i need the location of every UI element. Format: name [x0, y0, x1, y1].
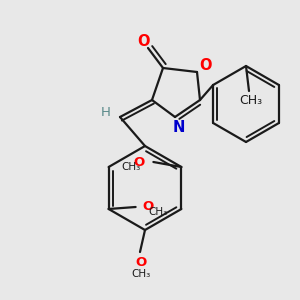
- Text: CH₃: CH₃: [131, 269, 151, 279]
- Text: O: O: [199, 58, 211, 74]
- Text: O: O: [142, 200, 153, 214]
- Text: H: H: [101, 106, 111, 119]
- Text: CH₃: CH₃: [122, 162, 141, 172]
- Text: CH₃: CH₃: [148, 207, 167, 217]
- Text: O: O: [137, 34, 149, 49]
- Text: O: O: [135, 256, 147, 268]
- Text: N: N: [173, 119, 185, 134]
- Text: CH₃: CH₃: [239, 94, 262, 107]
- Text: O: O: [134, 155, 145, 169]
